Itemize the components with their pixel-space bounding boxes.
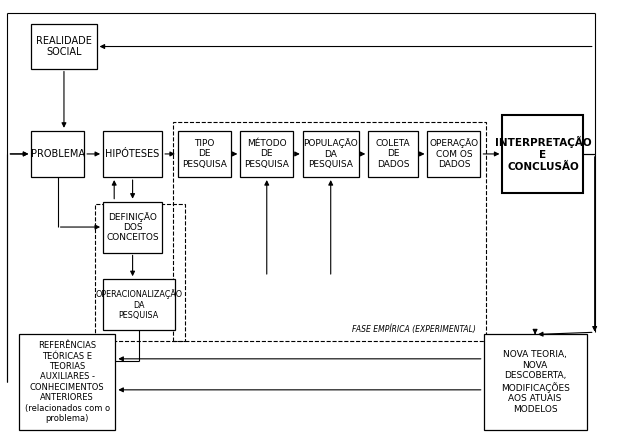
Text: INTERPRETAÇÃO
E
CONCLUSÃO: INTERPRETAÇÃO E CONCLUSÃO [495, 136, 591, 171]
FancyBboxPatch shape [240, 131, 293, 177]
Text: COLETA
DE
DADOS: COLETA DE DADOS [376, 139, 411, 169]
FancyBboxPatch shape [303, 131, 359, 177]
FancyBboxPatch shape [103, 202, 162, 253]
Text: REFERÊNCIAS
TEÓRICAS E
TEORIAS
AUXILIARES -
CONHECIMENTOS
ANTERIORES
(relacionad: REFERÊNCIAS TEÓRICAS E TEORIAS AUXILIARE… [24, 341, 110, 423]
Text: OPERAÇÃO
COM OS
DADOS: OPERAÇÃO COM OS DADOS [429, 139, 479, 169]
FancyBboxPatch shape [368, 131, 418, 177]
FancyBboxPatch shape [103, 279, 175, 330]
Text: POPULAÇÃO
DA
PESQUISA: POPULAÇÃO DA PESQUISA [303, 139, 358, 169]
Text: TIPO
DE
PESQUISA: TIPO DE PESQUISA [182, 139, 227, 169]
FancyBboxPatch shape [178, 131, 231, 177]
FancyBboxPatch shape [103, 131, 162, 177]
Text: REALIDADE
SOCIAL: REALIDADE SOCIAL [36, 36, 92, 57]
FancyBboxPatch shape [19, 334, 115, 430]
FancyBboxPatch shape [31, 24, 97, 69]
FancyBboxPatch shape [427, 131, 480, 177]
Text: FASE EMPÍRICA (EXPERIMENTAL): FASE EMPÍRICA (EXPERIMENTAL) [351, 325, 475, 334]
FancyBboxPatch shape [484, 334, 587, 430]
Text: NOVA TEORIA,
NOVA
DESCOBERTA,
MODIFICAÇÕES
AOS ATUAIS
MODELOS: NOVA TEORIA, NOVA DESCOBERTA, MODIFICAÇÕ… [500, 350, 570, 414]
Text: DEFINIÇÃO
DOS
CONCEITOS: DEFINIÇÃO DOS CONCEITOS [106, 212, 159, 242]
FancyBboxPatch shape [31, 131, 84, 177]
Text: OPERACIONALIZAÇÃO
DA
PESQUISA: OPERACIONALIZAÇÃO DA PESQUISA [95, 289, 182, 320]
Text: PROBLEMA: PROBLEMA [31, 149, 85, 159]
Text: HIPÓTESES: HIPÓTESES [105, 149, 160, 159]
Text: MÉTODO
DE
PESQUISA: MÉTODO DE PESQUISA [245, 139, 289, 169]
FancyBboxPatch shape [502, 115, 583, 193]
